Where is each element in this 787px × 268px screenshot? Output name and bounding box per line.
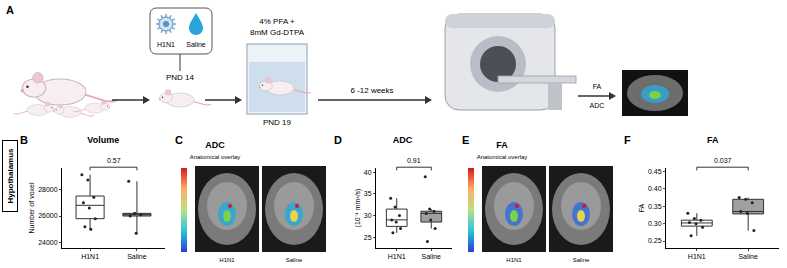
- svg-text:FA: FA: [593, 83, 602, 90]
- svg-text:FA: FA: [707, 135, 719, 145]
- svg-text:FA: FA: [638, 203, 645, 212]
- svg-text:(10⁻⁴ mm²/s): (10⁻⁴ mm²/s): [354, 189, 362, 228]
- svg-text:28000: 28000: [38, 186, 58, 193]
- html-text:E: E: [462, 134, 470, 146]
- html-text:C: C: [175, 134, 183, 146]
- svg-text:Volume: Volume: [87, 135, 119, 145]
- svg-text:Saline: Saline: [738, 253, 758, 260]
- svg-text:0.45: 0.45: [648, 168, 662, 175]
- html-text:B: B: [20, 134, 28, 146]
- svg-text:FA: FA: [496, 140, 508, 150]
- svg-text:A: A: [6, 4, 14, 16]
- svg-text:0.037: 0.037: [714, 157, 732, 164]
- svg-text:30: 30: [364, 212, 372, 219]
- svg-text:PND 19: PND 19: [263, 118, 292, 127]
- svg-text:25: 25: [364, 234, 372, 241]
- svg-text:4% PFA +: 4% PFA +: [259, 17, 295, 26]
- svg-text:H1N1: H1N1: [388, 253, 406, 260]
- svg-text:Saline: Saline: [127, 253, 147, 260]
- svg-text:35: 35: [364, 190, 372, 197]
- svg-text:H1N1: H1N1: [219, 257, 235, 263]
- svg-text:40: 40: [364, 169, 372, 176]
- svg-text:Saline: Saline: [186, 41, 206, 48]
- svg-text:PND 14: PND 14: [166, 73, 195, 82]
- svg-text:0.35: 0.35: [648, 203, 662, 210]
- svg-text:ADC: ADC: [393, 135, 413, 145]
- svg-text:26000: 26000: [38, 212, 58, 219]
- svg-text:H1N1: H1N1: [506, 257, 522, 263]
- svg-text:0.40: 0.40: [648, 185, 662, 192]
- svg-text:0.57: 0.57: [107, 157, 121, 164]
- svg-text:Anatomical overlay: Anatomical overlay: [190, 154, 241, 160]
- svg-text:Saline: Saline: [286, 257, 303, 263]
- svg-text:24000: 24000: [38, 239, 58, 246]
- svg-text:Number of voxel: Number of voxel: [28, 182, 35, 233]
- html-text:Hypothalamus: Hypothalamus: [5, 148, 15, 204]
- svg-text:0.91: 0.91: [407, 157, 421, 164]
- svg-text:Saline: Saline: [422, 253, 442, 260]
- svg-text:ADC: ADC: [205, 140, 225, 150]
- html-text:D: D: [334, 134, 342, 146]
- svg-text:0.25: 0.25: [648, 237, 662, 244]
- svg-text:Saline: Saline: [573, 257, 590, 263]
- svg-text:Anatomical overlay: Anatomical overlay: [477, 154, 528, 160]
- svg-text:8mM Gd-DTPA: 8mM Gd-DTPA: [250, 28, 305, 37]
- html-text:F: F: [624, 134, 631, 146]
- svg-text:6 -12 weeks: 6 -12 weeks: [350, 86, 393, 95]
- svg-text:0.30: 0.30: [648, 220, 662, 227]
- svg-text:H1N1: H1N1: [81, 253, 99, 260]
- svg-text:H1N1: H1N1: [157, 41, 175, 48]
- svg-text:H1N1: H1N1: [688, 253, 706, 260]
- svg-text:ADC: ADC: [590, 102, 605, 109]
